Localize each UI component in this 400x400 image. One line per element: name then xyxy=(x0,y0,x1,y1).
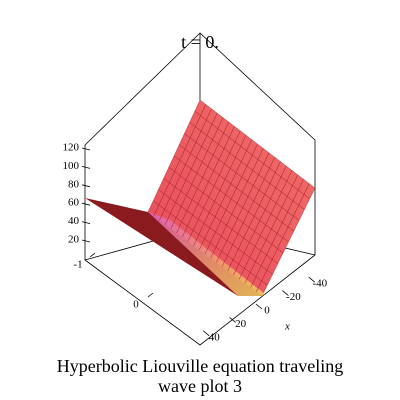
z-tick-label: 40 xyxy=(68,215,80,227)
grid-line xyxy=(163,178,279,264)
grid-line xyxy=(179,144,294,232)
z-tick-label: 80 xyxy=(68,178,80,190)
x-tick xyxy=(229,317,236,323)
surface-grid xyxy=(153,104,310,292)
x-tick xyxy=(202,330,210,337)
surface xyxy=(85,99,316,297)
y-tick-label: -1 xyxy=(73,259,82,271)
x-tick xyxy=(255,303,263,310)
z-tick xyxy=(81,221,91,224)
x-tick-label: 40 xyxy=(209,331,221,343)
y-tick xyxy=(147,292,154,298)
z-tick xyxy=(81,202,91,206)
x-tick xyxy=(282,290,289,296)
z-tick-label: 100 xyxy=(63,160,80,172)
grid-line xyxy=(194,111,310,199)
x-tick-label: -20 xyxy=(286,291,301,303)
z-tick xyxy=(81,184,91,188)
grid-line xyxy=(173,155,289,243)
grid-line xyxy=(184,133,300,221)
grid-line xyxy=(158,189,273,275)
grid-line xyxy=(168,166,284,254)
z-tick-label: 60 xyxy=(68,197,80,209)
x-tick-label: -40 xyxy=(312,278,327,290)
z-tick xyxy=(81,166,91,169)
x-tick-label: 20 xyxy=(235,318,247,330)
caption: Hyperbolic Liouville equation traveling w… xyxy=(57,356,343,396)
z-tick xyxy=(81,147,91,151)
y-tick xyxy=(89,252,96,258)
grid-line xyxy=(189,122,305,210)
y-tick-label: 0 xyxy=(133,299,139,311)
x-tick xyxy=(308,276,316,283)
z-tick xyxy=(81,239,91,243)
z-tick-label: 120 xyxy=(63,142,80,154)
x-tick-label: 0 xyxy=(264,305,270,317)
x-axis-label: x xyxy=(284,321,290,333)
grid-line xyxy=(153,200,268,286)
z-tick-label: 20 xyxy=(68,234,80,246)
surface-valley xyxy=(148,212,265,296)
